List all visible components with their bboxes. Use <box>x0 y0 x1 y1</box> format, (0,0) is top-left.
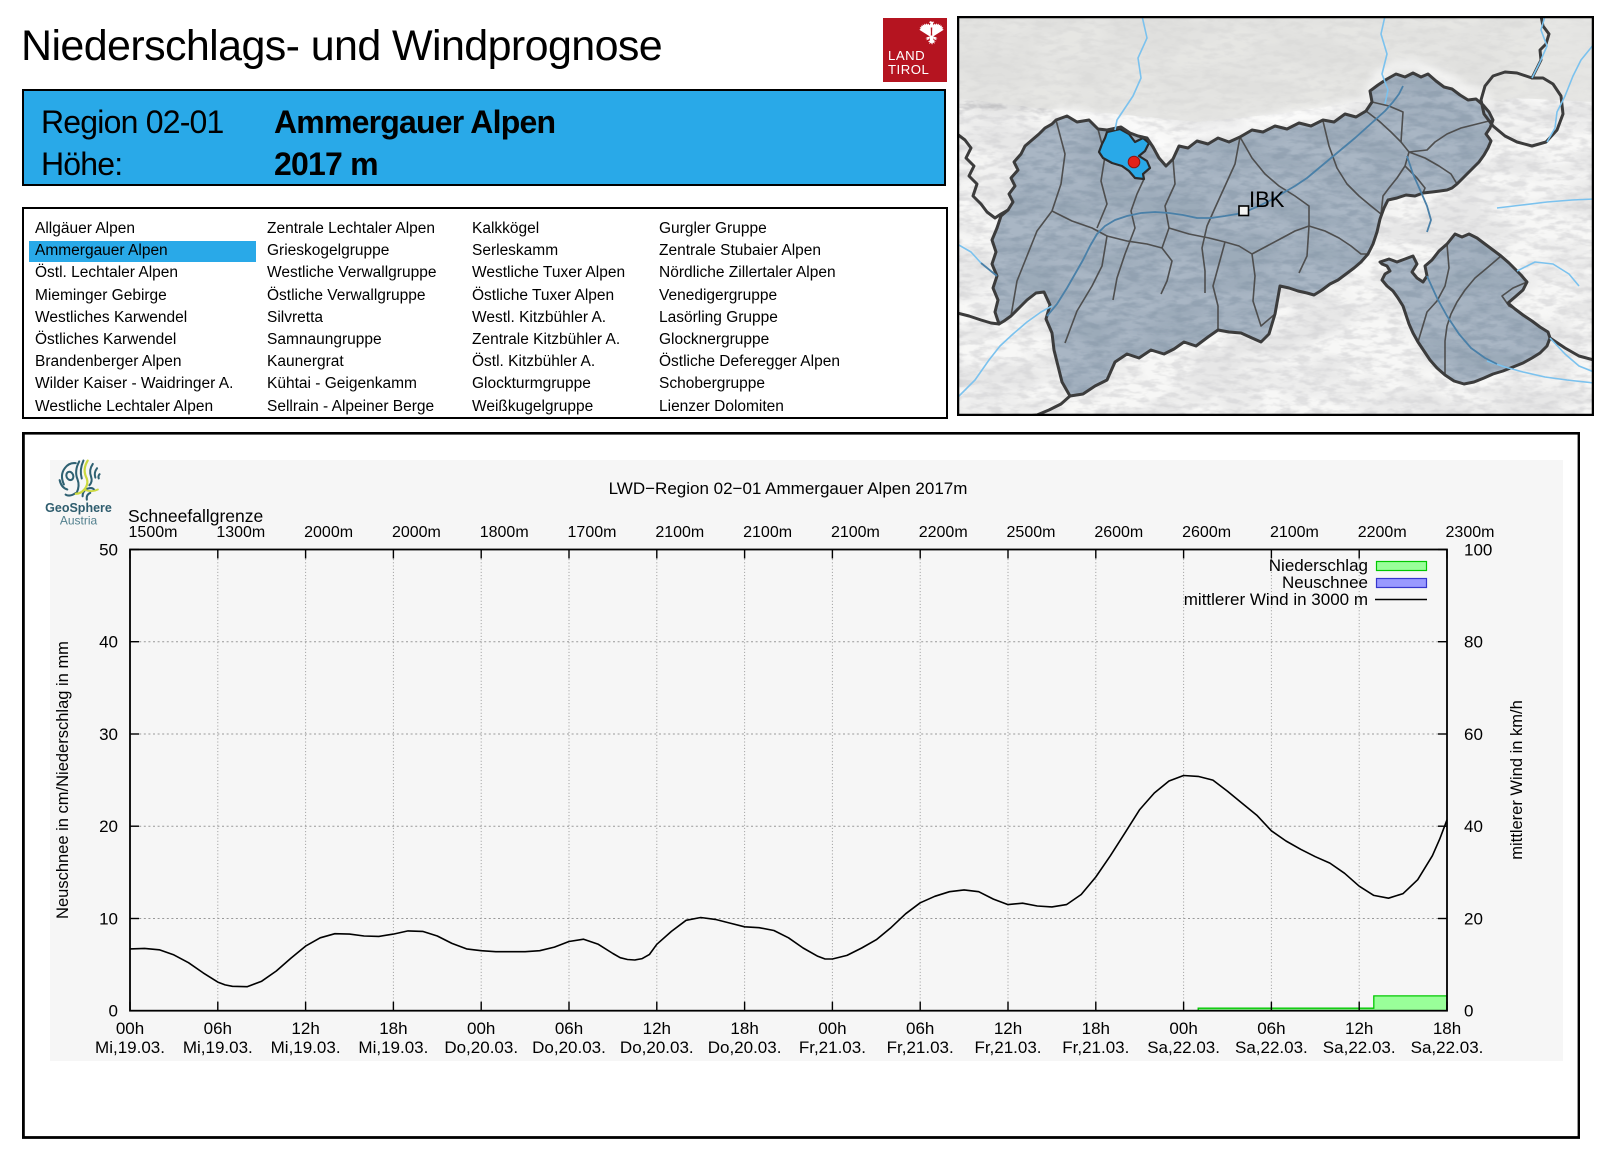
svg-text:0: 0 <box>109 1002 118 1021</box>
svg-text:60: 60 <box>1464 725 1483 744</box>
svg-text:00h: 00h <box>1169 1019 1197 1038</box>
svg-text:2300m: 2300m <box>1446 524 1495 541</box>
svg-text:06h: 06h <box>1257 1019 1285 1038</box>
svg-text:Sa,22.03.: Sa,22.03. <box>1147 1038 1220 1057</box>
svg-text:Mi,19.03.: Mi,19.03. <box>358 1038 428 1057</box>
svg-text:20: 20 <box>99 817 118 836</box>
svg-text:Schneefallgrenze: Schneefallgrenze <box>128 506 263 526</box>
svg-text:12h: 12h <box>1345 1019 1373 1038</box>
svg-text:2200m: 2200m <box>1358 524 1407 541</box>
svg-text:12h: 12h <box>291 1019 319 1038</box>
svg-text:Mi,19.03.: Mi,19.03. <box>183 1038 253 1057</box>
svg-text:Do,20.03.: Do,20.03. <box>444 1038 518 1057</box>
svg-text:Sa,22.03.: Sa,22.03. <box>1411 1038 1484 1057</box>
svg-text:Neuschnee in cm/Niederschlag i: Neuschnee in cm/Niederschlag in mm <box>54 641 72 919</box>
svg-text:Niederschlag: Niederschlag <box>1269 556 1368 575</box>
svg-text:00h: 00h <box>116 1019 144 1038</box>
svg-text:1800m: 1800m <box>480 524 529 541</box>
svg-text:1300m: 1300m <box>216 524 265 541</box>
svg-text:100: 100 <box>1464 541 1492 560</box>
svg-text:2600m: 2600m <box>1182 524 1231 541</box>
svg-text:06h: 06h <box>555 1019 583 1038</box>
svg-text:Austria: Austria <box>60 514 98 528</box>
svg-text:LWD−Region 02−01 Ammergauer Al: LWD−Region 02−01 Ammergauer Alpen 2017m <box>609 479 968 498</box>
svg-text:1500m: 1500m <box>129 524 178 541</box>
svg-text:2500m: 2500m <box>1007 524 1056 541</box>
svg-text:00h: 00h <box>467 1019 495 1038</box>
svg-text:mittlerer Wind in 3000 m: mittlerer Wind in 3000 m <box>1184 590 1368 609</box>
svg-text:Fr,21.03.: Fr,21.03. <box>974 1038 1041 1057</box>
svg-text:20: 20 <box>1464 910 1483 929</box>
svg-text:Fr,21.03.: Fr,21.03. <box>1062 1038 1129 1057</box>
svg-text:Sa,22.03.: Sa,22.03. <box>1235 1038 1308 1057</box>
svg-text:40: 40 <box>1464 817 1483 836</box>
svg-text:2100m: 2100m <box>655 524 704 541</box>
svg-text:2100m: 2100m <box>743 524 792 541</box>
svg-text:2100m: 2100m <box>1270 524 1319 541</box>
svg-text:IBK: IBK <box>1249 187 1285 212</box>
svg-text:50: 50 <box>99 541 118 560</box>
svg-text:00h: 00h <box>818 1019 846 1038</box>
svg-text:12h: 12h <box>994 1019 1022 1038</box>
svg-text:Sa,22.03.: Sa,22.03. <box>1323 1038 1396 1057</box>
svg-text:Neuschnee: Neuschnee <box>1282 573 1368 592</box>
svg-text:LAND: LAND <box>888 48 925 63</box>
svg-text:Fr,21.03.: Fr,21.03. <box>887 1038 954 1057</box>
svg-text:18h: 18h <box>730 1019 758 1038</box>
svg-text:18h: 18h <box>1433 1019 1461 1038</box>
svg-text:2000m: 2000m <box>392 524 441 541</box>
svg-text:12h: 12h <box>643 1019 671 1038</box>
svg-text:Fr,21.03.: Fr,21.03. <box>799 1038 866 1057</box>
svg-text:0: 0 <box>1464 1002 1473 1021</box>
svg-text:06h: 06h <box>204 1019 232 1038</box>
svg-text:GeoSphere: GeoSphere <box>45 501 112 515</box>
svg-text:Mi,19.03.: Mi,19.03. <box>95 1038 165 1057</box>
svg-text:2200m: 2200m <box>919 524 968 541</box>
svg-text:2100m: 2100m <box>831 524 880 541</box>
svg-text:2000m: 2000m <box>304 524 353 541</box>
svg-text:10: 10 <box>99 910 118 929</box>
svg-text:30: 30 <box>99 725 118 744</box>
svg-text:18h: 18h <box>1082 1019 1110 1038</box>
svg-text:80: 80 <box>1464 633 1483 652</box>
svg-text:Do,20.03.: Do,20.03. <box>532 1038 606 1057</box>
svg-text:Do,20.03.: Do,20.03. <box>620 1038 694 1057</box>
svg-text:TIROL: TIROL <box>888 62 929 77</box>
svg-text:40: 40 <box>99 633 118 652</box>
svg-text:Do,20.03.: Do,20.03. <box>708 1038 782 1057</box>
svg-text:Mi,19.03.: Mi,19.03. <box>271 1038 341 1057</box>
svg-text:2600m: 2600m <box>1094 524 1143 541</box>
svg-text:06h: 06h <box>906 1019 934 1038</box>
svg-text:mittlerer Wind in km/h: mittlerer Wind in km/h <box>1508 700 1526 860</box>
svg-text:18h: 18h <box>379 1019 407 1038</box>
svg-text:1700m: 1700m <box>568 524 617 541</box>
